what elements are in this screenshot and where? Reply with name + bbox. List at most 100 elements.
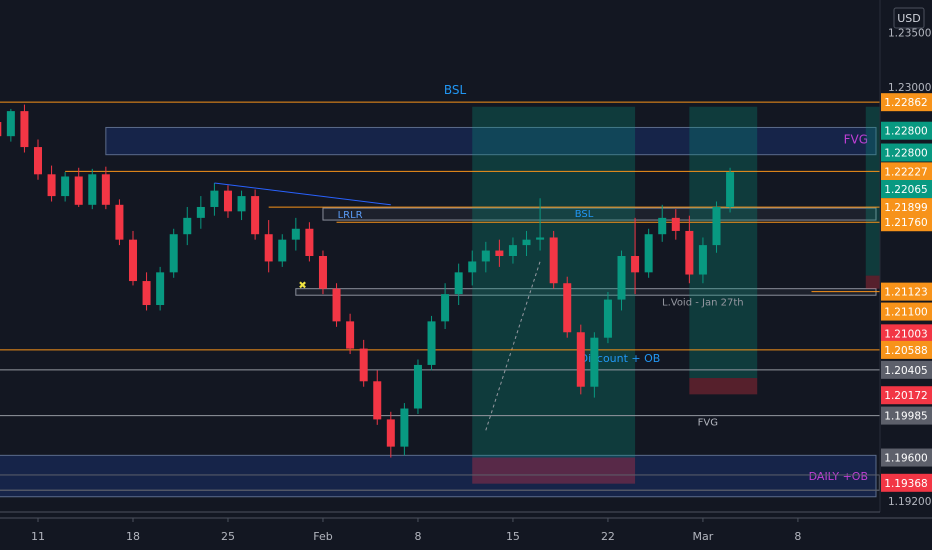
candle[interactable] bbox=[169, 228, 178, 278]
candle-body bbox=[278, 239, 287, 262]
candle-body bbox=[617, 256, 626, 300]
price-axis-background bbox=[880, 0, 932, 512]
zone-label: FVG bbox=[844, 132, 868, 146]
price-axis[interactable]: 1.23500 1.23000 1.19600 1.19200 1.22862 1.22… bbox=[879, 0, 932, 512]
candle[interactable] bbox=[210, 183, 219, 216]
price-tag[interactable]: 1.22800 bbox=[881, 121, 932, 140]
candle[interactable] bbox=[413, 359, 422, 414]
candle[interactable] bbox=[685, 215, 694, 284]
candle[interactable] bbox=[223, 185, 232, 218]
candle[interactable] bbox=[88, 168, 97, 210]
candle[interactable] bbox=[386, 411, 395, 458]
zone-box[interactable] bbox=[105, 126, 877, 156]
candle[interactable] bbox=[156, 266, 165, 311]
price-tag[interactable]: 1.22065 bbox=[881, 180, 932, 199]
position-target-zone[interactable] bbox=[689, 106, 758, 379]
candle[interactable] bbox=[346, 313, 355, 355]
candle[interactable] bbox=[712, 201, 721, 253]
candle[interactable] bbox=[400, 403, 409, 456]
candle[interactable] bbox=[617, 250, 626, 311]
price-tag[interactable]: 1.21003 bbox=[881, 324, 932, 343]
candle-body bbox=[61, 176, 70, 197]
candle[interactable] bbox=[603, 291, 612, 344]
candle[interactable] bbox=[142, 272, 151, 311]
price-tag[interactable]: 1.21100 bbox=[881, 302, 932, 321]
candle[interactable] bbox=[658, 204, 667, 242]
position-stop-zone[interactable] bbox=[689, 378, 758, 395]
level-label: BSL bbox=[444, 83, 467, 97]
candle[interactable] bbox=[291, 217, 300, 251]
candle[interactable] bbox=[278, 234, 287, 267]
candle[interactable] bbox=[441, 283, 450, 329]
candle[interactable] bbox=[318, 250, 327, 295]
candle[interactable] bbox=[576, 324, 585, 395]
price-tag[interactable]: 1.20405 bbox=[881, 360, 932, 379]
candle[interactable] bbox=[196, 196, 205, 229]
currency-button[interactable] bbox=[893, 7, 925, 29]
candle[interactable] bbox=[332, 283, 341, 327]
candle[interactable] bbox=[495, 239, 504, 267]
candles-layer bbox=[0, 104, 735, 458]
candle[interactable] bbox=[373, 370, 382, 425]
candle[interactable] bbox=[61, 172, 70, 202]
price-tag[interactable]: 1.21899 bbox=[881, 198, 932, 217]
candle[interactable] bbox=[671, 209, 680, 240]
candle[interactable] bbox=[427, 315, 436, 371]
candle[interactable] bbox=[128, 230, 137, 286]
candle-body bbox=[210, 190, 219, 207]
level-label: BSL bbox=[575, 209, 594, 220]
candle[interactable] bbox=[590, 332, 599, 398]
trend-line[interactable] bbox=[214, 182, 391, 206]
candle[interactable] bbox=[305, 222, 314, 262]
price-tag[interactable]: 1.21760 bbox=[881, 213, 932, 232]
price-tag[interactable]: 1.20172 bbox=[881, 386, 932, 405]
candle[interactable] bbox=[34, 139, 42, 180]
candle[interactable] bbox=[644, 228, 653, 278]
candle[interactable] bbox=[0, 114, 2, 141]
candle-body bbox=[34, 147, 42, 175]
price-tag[interactable]: 1.22800 bbox=[881, 143, 932, 162]
candle[interactable] bbox=[508, 237, 517, 264]
time-axis[interactable]: 11 18 25 Feb 8 15 22 Mar 8 bbox=[0, 511, 932, 550]
candle[interactable] bbox=[74, 167, 83, 207]
candle-body bbox=[196, 206, 205, 218]
candle-body bbox=[20, 111, 29, 148]
zone-box[interactable] bbox=[322, 207, 877, 221]
candle[interactable] bbox=[47, 165, 56, 202]
candle[interactable] bbox=[264, 220, 273, 273]
candle[interactable] bbox=[183, 206, 192, 246]
candle-body bbox=[237, 196, 246, 212]
candle[interactable] bbox=[522, 230, 531, 256]
price-tag-label: 1.19600 bbox=[884, 453, 927, 465]
candle[interactable] bbox=[237, 190, 246, 221]
candle[interactable] bbox=[631, 217, 640, 295]
price-tag[interactable]: 1.19600 bbox=[881, 448, 932, 467]
candle[interactable] bbox=[468, 250, 477, 286]
candle[interactable] bbox=[101, 166, 110, 210]
price-tag-background bbox=[881, 213, 932, 232]
position-stop-zone[interactable] bbox=[472, 457, 636, 484]
candle[interactable] bbox=[563, 276, 572, 338]
price-tag[interactable]: 1.22862 bbox=[881, 93, 932, 112]
candle[interactable] bbox=[251, 189, 260, 240]
price-tag[interactable]: 1.19368 bbox=[881, 473, 932, 492]
candle[interactable] bbox=[6, 108, 15, 142]
bottom-box bbox=[0, 474, 880, 491]
candle[interactable] bbox=[20, 104, 29, 153]
price-tag[interactable]: 1.19985 bbox=[881, 406, 932, 425]
price-tag[interactable]: 1.22227 bbox=[881, 162, 932, 181]
candle[interactable] bbox=[359, 339, 368, 387]
candle[interactable] bbox=[549, 230, 558, 289]
candle[interactable] bbox=[536, 198, 545, 251]
price-tag-label: 1.21100 bbox=[884, 307, 927, 319]
candle-body bbox=[590, 337, 599, 387]
price-tag[interactable]: 1.20588 bbox=[881, 340, 932, 359]
time-tick-label: 18 bbox=[126, 530, 140, 543]
candle[interactable] bbox=[726, 167, 735, 213]
candle[interactable] bbox=[481, 241, 490, 273]
price-tag[interactable]: 1.21123 bbox=[881, 282, 932, 301]
candle[interactable] bbox=[454, 263, 463, 306]
candle[interactable] bbox=[115, 199, 124, 246]
candle[interactable] bbox=[698, 237, 707, 284]
